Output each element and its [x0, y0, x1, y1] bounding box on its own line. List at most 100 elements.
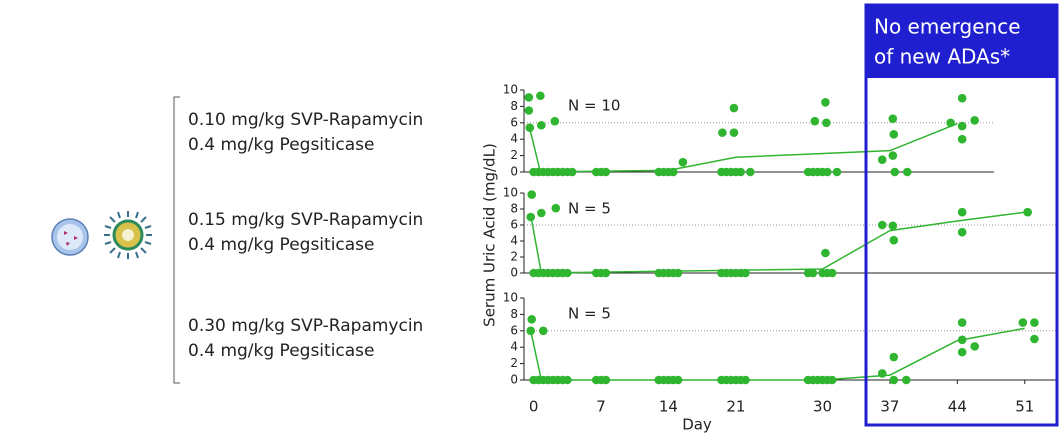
- x-tick-label: 51: [1015, 398, 1034, 416]
- data-point: [889, 375, 899, 385]
- data-point: [946, 118, 955, 128]
- data-point: [1023, 207, 1032, 217]
- enzyme-label: 0.4 mg/kg Pegsiticase: [188, 235, 375, 255]
- mean-line: [528, 122, 958, 173]
- annotation-line: of new ADAs*: [874, 45, 1010, 69]
- data-point: [823, 167, 832, 177]
- data-point: [536, 91, 545, 101]
- data-point: [957, 121, 967, 131]
- y-tick-label: 4: [510, 340, 518, 354]
- data-point: [957, 134, 967, 144]
- x-tick-label: 7: [596, 398, 606, 416]
- annotation-box: [864, 3, 1059, 427]
- y-tick-label: 6: [510, 218, 518, 232]
- data-point: [970, 116, 979, 125]
- data-point: [877, 369, 887, 378]
- mean-line: [530, 211, 1025, 274]
- data-point: [527, 315, 537, 324]
- annotation-header: [866, 5, 1057, 78]
- data-point: [877, 220, 887, 230]
- svp-cargo: [64, 231, 78, 246]
- panel-annotation: N = 5: [568, 200, 611, 218]
- data-point: [601, 375, 611, 385]
- svp-core: [57, 224, 83, 250]
- data-point: [889, 129, 899, 139]
- data-point: [889, 235, 899, 245]
- data-point: [527, 190, 537, 199]
- data-point: [889, 352, 899, 362]
- x-tick-label: 44: [948, 398, 967, 416]
- data-point: [678, 157, 688, 167]
- data-point: [729, 128, 739, 137]
- data-point: [524, 106, 534, 115]
- data-point: [902, 167, 912, 177]
- data-point: [1030, 318, 1039, 327]
- data-point: [729, 103, 739, 113]
- data-point: [550, 116, 560, 126]
- mean-line: [530, 327, 1025, 381]
- data-point: [538, 326, 548, 336]
- enzyme-label: 0.4 mg/kg Pegsiticase: [188, 341, 375, 361]
- data-point: [888, 114, 898, 123]
- y-tick-label: 4: [510, 132, 518, 146]
- data-point: [827, 268, 837, 278]
- data-point: [741, 268, 750, 278]
- data-point: [808, 268, 818, 278]
- data-point: [736, 167, 745, 177]
- data-point: [902, 375, 911, 385]
- data-point: [827, 375, 837, 385]
- y-tick-label: 0: [510, 373, 518, 387]
- enzyme-label: 0.4 mg/kg Pegsiticase: [188, 135, 375, 155]
- data-point: [890, 167, 900, 177]
- x-tick-label: 0: [529, 398, 539, 416]
- y-tick-label: 8: [510, 99, 518, 113]
- panel-annotation: N = 5: [568, 305, 611, 323]
- y-tick-label: 0: [510, 165, 518, 179]
- y-tick-label: 0: [510, 266, 518, 280]
- x-tick-label: 21: [726, 398, 745, 416]
- x-axis-label: Day: [682, 416, 712, 434]
- data-point: [957, 335, 967, 345]
- pegsiticase-icon: [104, 211, 152, 259]
- data-point: [832, 167, 842, 177]
- data-point: [957, 93, 967, 103]
- data-point: [822, 118, 831, 128]
- x-tick-label: 37: [880, 398, 899, 416]
- data-point: [537, 208, 546, 218]
- dose-label: 0.15 mg/kg SVP-Rapamycin: [188, 210, 423, 230]
- dose-label: 0.30 mg/kg SVP-Rapamycin: [188, 316, 423, 336]
- x-tick-label: 14: [659, 398, 678, 416]
- data-point: [601, 268, 611, 278]
- data-point: [524, 93, 534, 102]
- data-point: [668, 167, 678, 177]
- y-tick-label: 8: [510, 307, 518, 321]
- y-tick-label: 10: [503, 291, 518, 305]
- data-point: [567, 167, 577, 177]
- y-tick-label: 6: [510, 323, 518, 337]
- data-point: [877, 155, 887, 164]
- data-point: [741, 375, 750, 385]
- data-point: [810, 116, 820, 126]
- data-point: [601, 167, 611, 177]
- data-point: [525, 123, 535, 133]
- data-point: [746, 167, 755, 177]
- data-point: [957, 318, 967, 327]
- bracket: [173, 96, 180, 384]
- y-tick-label: 8: [510, 202, 518, 216]
- data-point: [888, 221, 898, 231]
- y-tick-label: 2: [510, 250, 518, 264]
- panel-annotation: N = 10: [568, 97, 620, 115]
- y-tick-label: 6: [510, 115, 518, 129]
- data-point: [718, 128, 727, 137]
- data-point: [526, 326, 536, 336]
- data-point: [563, 268, 572, 278]
- y-tick-label: 2: [510, 356, 518, 370]
- data-point: [526, 212, 536, 222]
- data-point: [888, 151, 898, 160]
- data-point: [673, 268, 683, 278]
- data-point: [563, 375, 572, 385]
- data-point: [957, 227, 967, 237]
- x-tick-label: 30: [813, 398, 832, 416]
- annotation-line: No emergence: [874, 15, 1021, 39]
